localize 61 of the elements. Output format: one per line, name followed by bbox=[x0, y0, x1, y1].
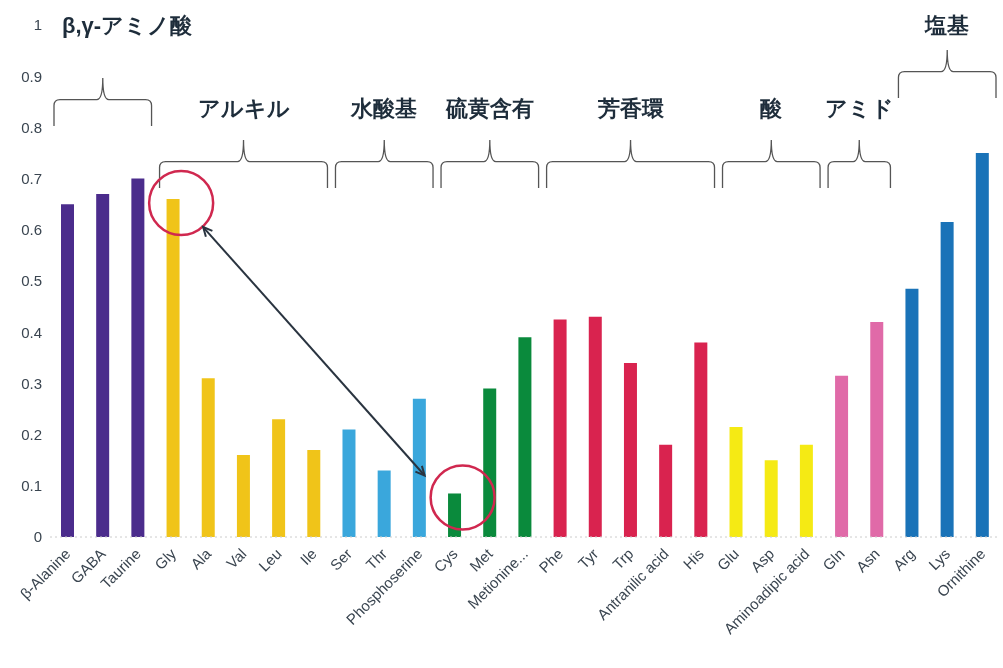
y-tick-label: 0.1 bbox=[21, 477, 42, 495]
x-tick-label: Arg bbox=[889, 544, 919, 574]
bar bbox=[272, 419, 286, 537]
annotation: 水酸基 bbox=[350, 95, 418, 121]
bar bbox=[483, 388, 497, 537]
bar bbox=[166, 199, 180, 537]
y-tick-label: 0.7 bbox=[21, 169, 42, 187]
bar bbox=[518, 337, 532, 537]
bar bbox=[61, 204, 74, 537]
y-tick-label: 0 bbox=[33, 528, 42, 546]
annotation: 酸 bbox=[760, 95, 784, 121]
x-tick-label: Cys bbox=[430, 544, 461, 576]
bar bbox=[764, 460, 778, 537]
x-tick-label: Asp bbox=[747, 544, 778, 576]
x-tick-label: Gln bbox=[819, 544, 848, 574]
annotation: 芳香環 bbox=[596, 95, 665, 121]
y-tick-label: 0.2 bbox=[21, 425, 42, 443]
bar bbox=[659, 444, 673, 537]
x-tick-label: Phe bbox=[535, 544, 567, 576]
bar bbox=[940, 222, 954, 537]
bar bbox=[412, 398, 426, 537]
x-tick-label: His bbox=[679, 544, 707, 573]
y-tick-label: 0.9 bbox=[21, 67, 42, 85]
x-tick-label: Val bbox=[222, 544, 250, 572]
bar bbox=[975, 153, 989, 537]
x-tick-label: Glu bbox=[713, 544, 743, 574]
bar bbox=[799, 444, 813, 537]
y-tick-label: 0.5 bbox=[21, 272, 42, 290]
bar bbox=[377, 470, 391, 537]
x-tick-label: Ala bbox=[186, 544, 215, 573]
bar bbox=[870, 321, 884, 537]
y-tick-label: 0.4 bbox=[21, 323, 42, 341]
bar bbox=[131, 178, 145, 537]
annotation: 硫黄含有 bbox=[444, 95, 534, 121]
bar bbox=[905, 288, 919, 537]
x-tick-label: Gly bbox=[151, 544, 180, 573]
x-tick-label: Tyr bbox=[574, 544, 602, 572]
annotation: アミド bbox=[824, 95, 894, 121]
x-tick-label: Ile bbox=[296, 544, 320, 569]
bar bbox=[835, 375, 849, 537]
bar bbox=[588, 316, 602, 537]
bar bbox=[201, 378, 215, 537]
bar bbox=[729, 426, 743, 537]
y-tick-label: 0.6 bbox=[21, 221, 42, 239]
bar bbox=[448, 493, 462, 537]
x-tick-label: Leu bbox=[254, 544, 285, 575]
annotation: 塩基 bbox=[924, 12, 970, 38]
x-tick-label: Asn bbox=[852, 544, 883, 576]
bar bbox=[623, 362, 637, 537]
annotation: アルキル bbox=[197, 95, 290, 121]
annotation: β,γ-アミノ酸 bbox=[62, 12, 194, 38]
y-tick-label: 1 bbox=[33, 16, 42, 34]
y-tick-label: 0.3 bbox=[21, 374, 42, 392]
bar bbox=[307, 449, 321, 537]
bar bbox=[342, 429, 356, 537]
bar bbox=[96, 193, 110, 537]
bar bbox=[553, 319, 567, 537]
x-tick-label: Trp bbox=[609, 544, 637, 573]
y-tick-label: 0.8 bbox=[21, 118, 42, 136]
bar bbox=[236, 455, 250, 537]
bar bbox=[694, 342, 708, 537]
